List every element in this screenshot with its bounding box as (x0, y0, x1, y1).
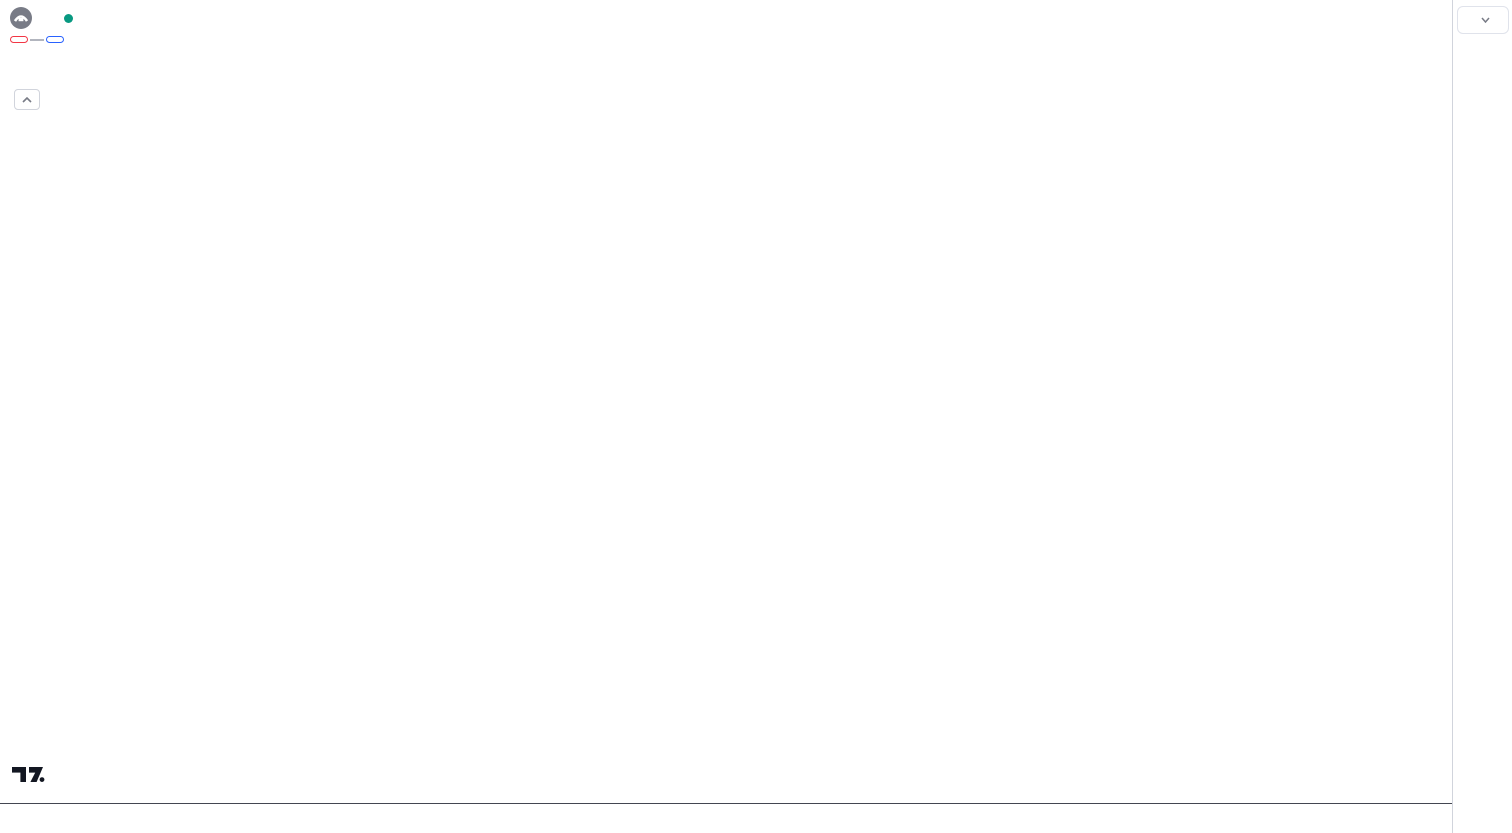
symbol-logo-icon[interactable] (10, 7, 32, 29)
time-axis[interactable] (0, 803, 1512, 833)
price-axis[interactable] (1452, 0, 1512, 833)
spread-value (30, 38, 44, 41)
atr-legend[interactable] (10, 675, 18, 690)
chevron-down-icon (1480, 17, 1490, 23)
sell-button[interactable] (10, 36, 28, 43)
collapse-legend-button[interactable] (14, 89, 40, 110)
symbol-header (10, 7, 118, 29)
bid-ask-row (10, 36, 64, 43)
chevron-up-icon (22, 96, 32, 103)
buy-button[interactable] (46, 36, 64, 43)
series-marker-icon (64, 13, 73, 23)
tradingview-logo-icon[interactable] (12, 767, 45, 790)
currency-button[interactable] (1457, 6, 1509, 34)
ohlc-readout (64, 11, 118, 26)
cci-legend[interactable] (10, 716, 18, 731)
